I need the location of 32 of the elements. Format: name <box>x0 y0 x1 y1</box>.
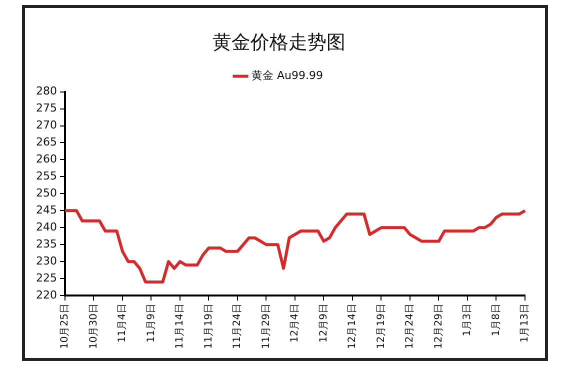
chart-title: 黄金价格走势图 <box>212 31 346 54</box>
x-tick-label: 10月30日 <box>88 304 100 350</box>
x-tick-label: 11月9日 <box>146 304 157 343</box>
x-tick-label: 12月29日 <box>433 304 444 350</box>
y-tick-label: 275 <box>36 102 57 115</box>
y-tick-label: 235 <box>36 237 57 250</box>
x-tick-label: 12月9日 <box>318 304 330 343</box>
x-tick-label: 10月25日 <box>60 304 71 350</box>
x-tick-label: 11月19日 <box>203 304 214 350</box>
y-tick-label: 265 <box>36 136 57 149</box>
x-tick-label: 11月4日 <box>117 304 128 343</box>
x-tick-label: 12月14日 <box>347 304 358 350</box>
y-tick-label: 230 <box>36 254 57 268</box>
x-tick-label: 1月8日 <box>490 304 502 336</box>
y-tick-label: 225 <box>36 271 57 284</box>
x-tick-label: 1月13日 <box>520 304 531 343</box>
x-tick-label: 12月4日 <box>290 304 301 343</box>
y-tick-label: 260 <box>36 152 57 166</box>
x-tick-label: 11月14日 <box>174 304 186 350</box>
legend-label: 黄金 Au99.99 <box>252 69 323 82</box>
x-tick-label: 12月19日 <box>376 304 387 350</box>
x-tick-label: 1月3日 <box>462 304 474 336</box>
x-tick-label: 12月24日 <box>404 304 416 350</box>
y-tick-label: 245 <box>36 204 57 217</box>
y-tick-label: 270 <box>36 118 57 132</box>
y-tick-label: 250 <box>36 186 57 200</box>
y-tick-label: 255 <box>36 170 57 183</box>
y-tick-label: 240 <box>36 220 57 234</box>
y-tick-label: 280 <box>36 84 57 98</box>
x-tick-label: 11月24日 <box>232 304 244 350</box>
y-tick-label: 220 <box>36 288 57 302</box>
x-tick-label: 11月29日 <box>260 304 272 350</box>
